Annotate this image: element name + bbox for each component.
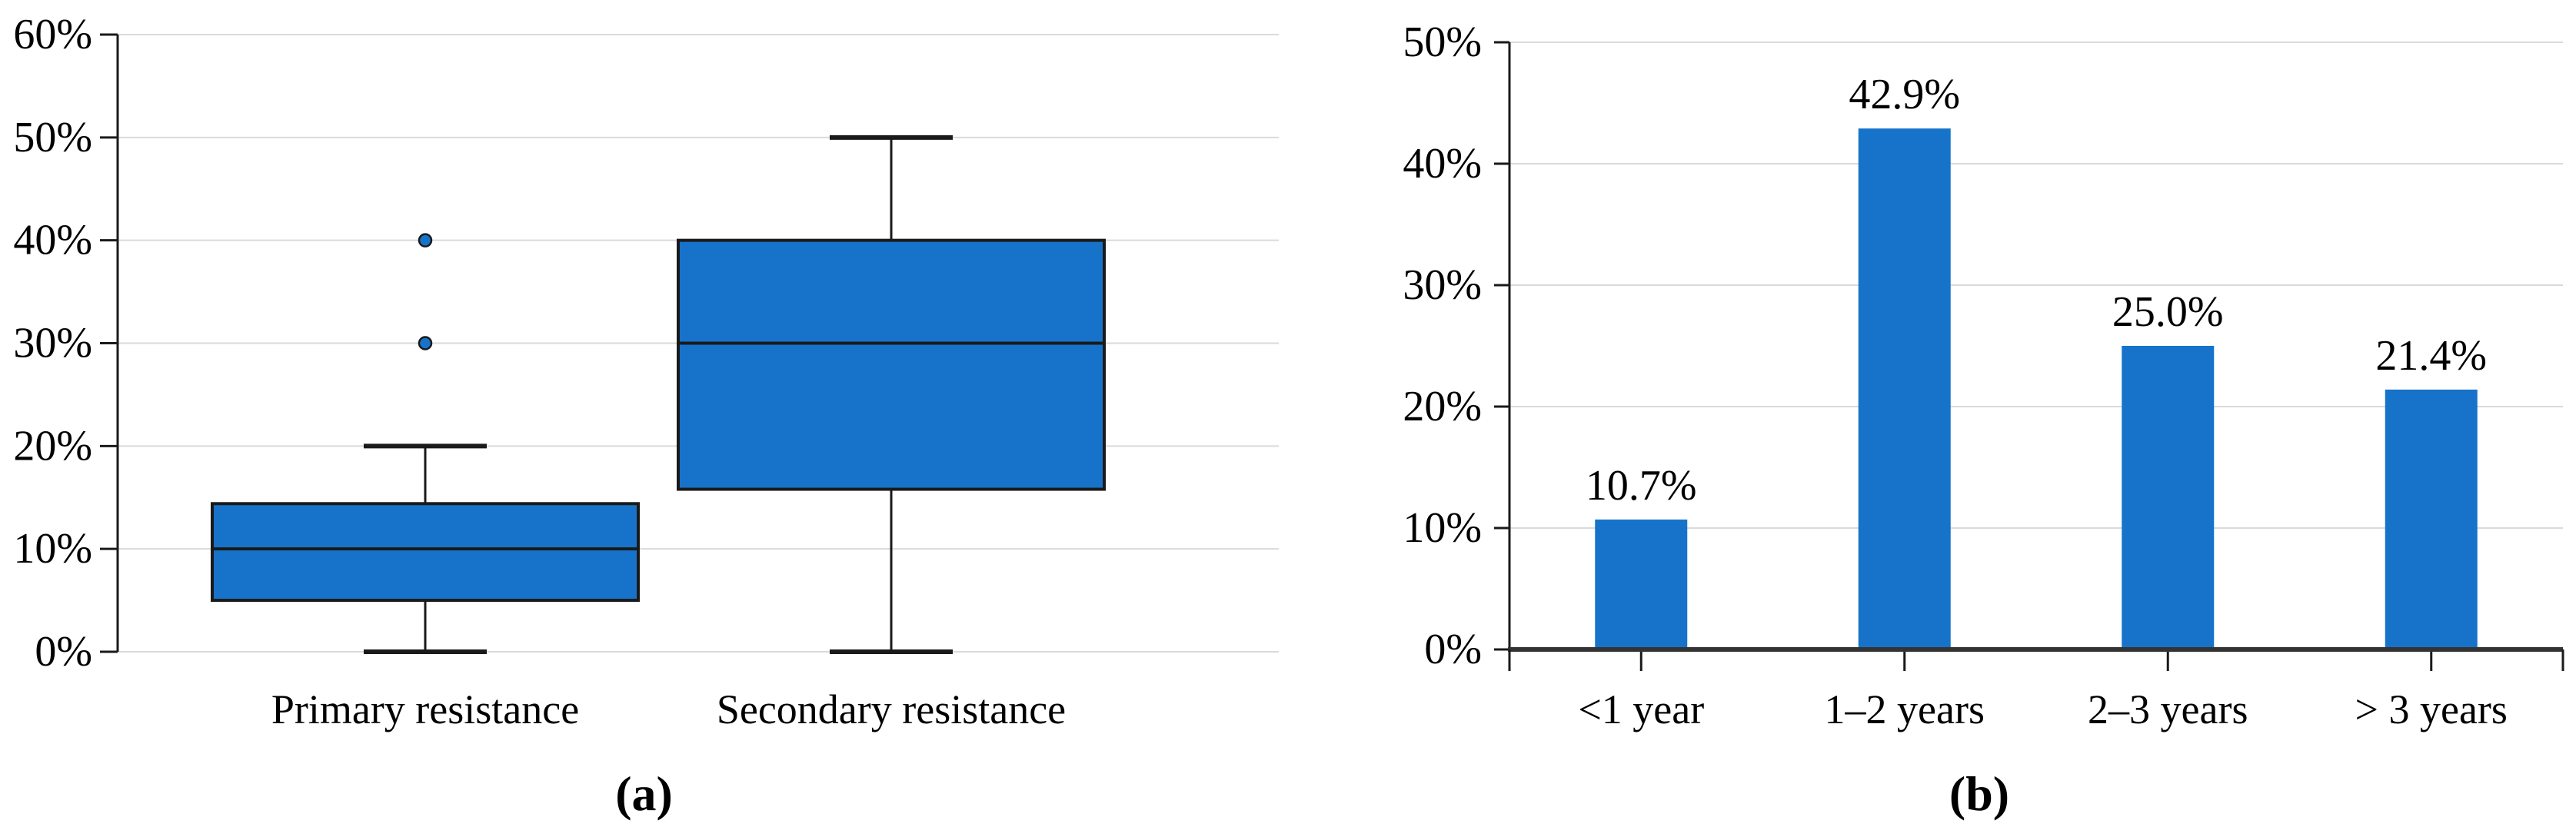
y-tick-label: 30% xyxy=(13,320,92,367)
bar xyxy=(1858,128,1951,649)
bar-value-label: 21.4% xyxy=(2375,332,2487,380)
bar xyxy=(2122,346,2215,649)
y-tick-label: 10% xyxy=(1403,504,1482,552)
bar-value-label: 42.9% xyxy=(1849,71,1960,118)
boxplot-chart-resistance: 0% 10% 20% 30% 40% 50% 60% Primary resistance Se… xyxy=(13,11,1279,732)
outlier-point xyxy=(418,233,433,247)
y-tick-label: 50% xyxy=(13,114,92,161)
box xyxy=(677,238,1106,491)
y-tick-label: 20% xyxy=(1403,383,1482,430)
category-label: 2–3 years xyxy=(2088,686,2248,732)
y-tick-label: 40% xyxy=(13,217,92,264)
category-label: <1 year xyxy=(1578,686,1704,732)
category-label: 1–2 years xyxy=(1825,686,1985,732)
bar-chart-treatment-duration: 0% 10% 20% 30% 40% 50% 10.7% <1 year 42.9% 1–2 ye… xyxy=(1403,18,2564,732)
y-tick-label: 40% xyxy=(1403,140,1482,188)
bar-value-label: 25.0% xyxy=(2112,288,2224,336)
bar xyxy=(1595,519,1688,649)
y-tick-label: 30% xyxy=(1403,261,1482,309)
y-tick-label: 50% xyxy=(1403,18,1482,66)
caption-panel-b: (b) xyxy=(1949,766,2010,821)
outlier-point xyxy=(418,336,433,350)
y-tick-label: 10% xyxy=(13,525,92,573)
box xyxy=(211,502,640,603)
category-label: Secondary resistance xyxy=(717,686,1066,732)
category-label: Primary resistance xyxy=(271,686,579,732)
y-tick-label: 20% xyxy=(13,422,92,470)
caption-panel-a: (a) xyxy=(615,766,673,821)
bar xyxy=(2385,389,2478,649)
y-tick-label: 60% xyxy=(13,11,92,58)
y-tick-label: 0% xyxy=(35,628,92,676)
y-tick-label: 0% xyxy=(1424,626,1482,673)
category-label: > 3 years xyxy=(2355,686,2508,732)
bar-value-label: 10.7% xyxy=(1586,462,1697,510)
